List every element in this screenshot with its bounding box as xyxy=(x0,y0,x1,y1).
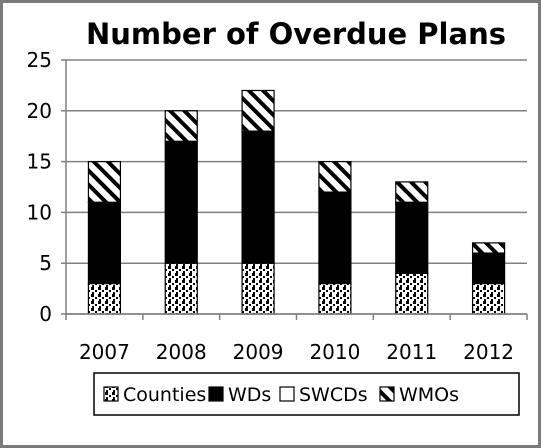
bar-segment-wmos-2008 xyxy=(164,110,198,142)
y-tick-label: 15 xyxy=(27,150,52,174)
bar-segment-counties-2007 xyxy=(87,282,122,315)
x-tick-label: 2012 xyxy=(463,340,514,364)
legend-swatch-swcds xyxy=(279,386,295,402)
y-axis-ticks: 0 5 10 15 20 25 xyxy=(27,48,52,326)
bar-segment-wmos-2010 xyxy=(318,161,352,193)
x-tick-label: 2009 xyxy=(233,340,284,364)
bar-segment-counties-2011 xyxy=(395,272,429,315)
legend-swatch-wmos xyxy=(379,386,395,402)
bar-segment-wmos-2012 xyxy=(471,242,506,254)
chart-title: Number of Overdue Plans xyxy=(86,17,506,51)
legend: Counties WDs SWCDs WMOs xyxy=(103,384,459,406)
bar-segment-wds-2009 xyxy=(241,130,275,264)
bars xyxy=(87,89,506,315)
bar-segment-wmos-2011 xyxy=(395,181,429,203)
x-axis-ticks: 2007 2008 2009 2010 2011 2012 xyxy=(79,340,514,364)
y-tick-label: 5 xyxy=(39,251,52,275)
legend-swatch-counties xyxy=(103,386,119,402)
legend-label-wds: WDs xyxy=(228,384,271,406)
y-tick-label: 25 xyxy=(27,48,52,72)
bar-segment-wds-2011 xyxy=(395,201,429,274)
axes xyxy=(61,59,528,320)
x-tick-label: 2011 xyxy=(386,340,437,364)
bar-segment-wds-2007 xyxy=(87,201,122,285)
x-tick-label: 2007 xyxy=(79,340,130,364)
bar-segment-wds-2008 xyxy=(164,140,198,264)
legend-box xyxy=(93,372,520,416)
bar-segment-counties-2008 xyxy=(164,262,198,315)
bar-segment-counties-2010 xyxy=(318,282,352,315)
bar-segment-wmos-2007 xyxy=(87,161,122,203)
bar-segment-wds-2010 xyxy=(318,191,352,285)
y-tick-label: 20 xyxy=(27,99,52,123)
bar-segment-wds-2012 xyxy=(471,252,506,285)
bar-segment-counties-2009 xyxy=(241,262,275,315)
bar-segment-wmos-2009 xyxy=(241,89,275,132)
bar-segment-counties-2012 xyxy=(471,282,506,315)
legend-label-wmos: WMOs xyxy=(399,384,459,406)
x-tick-label: 2008 xyxy=(156,340,207,364)
legend-label-counties: Counties xyxy=(123,384,206,406)
x-tick-label: 2010 xyxy=(309,340,360,364)
y-tick-label: 10 xyxy=(27,200,52,224)
legend-swatch-wds xyxy=(208,386,224,402)
y-tick-label: 0 xyxy=(39,302,52,326)
legend-label-swcds: SWCDs xyxy=(299,384,368,406)
